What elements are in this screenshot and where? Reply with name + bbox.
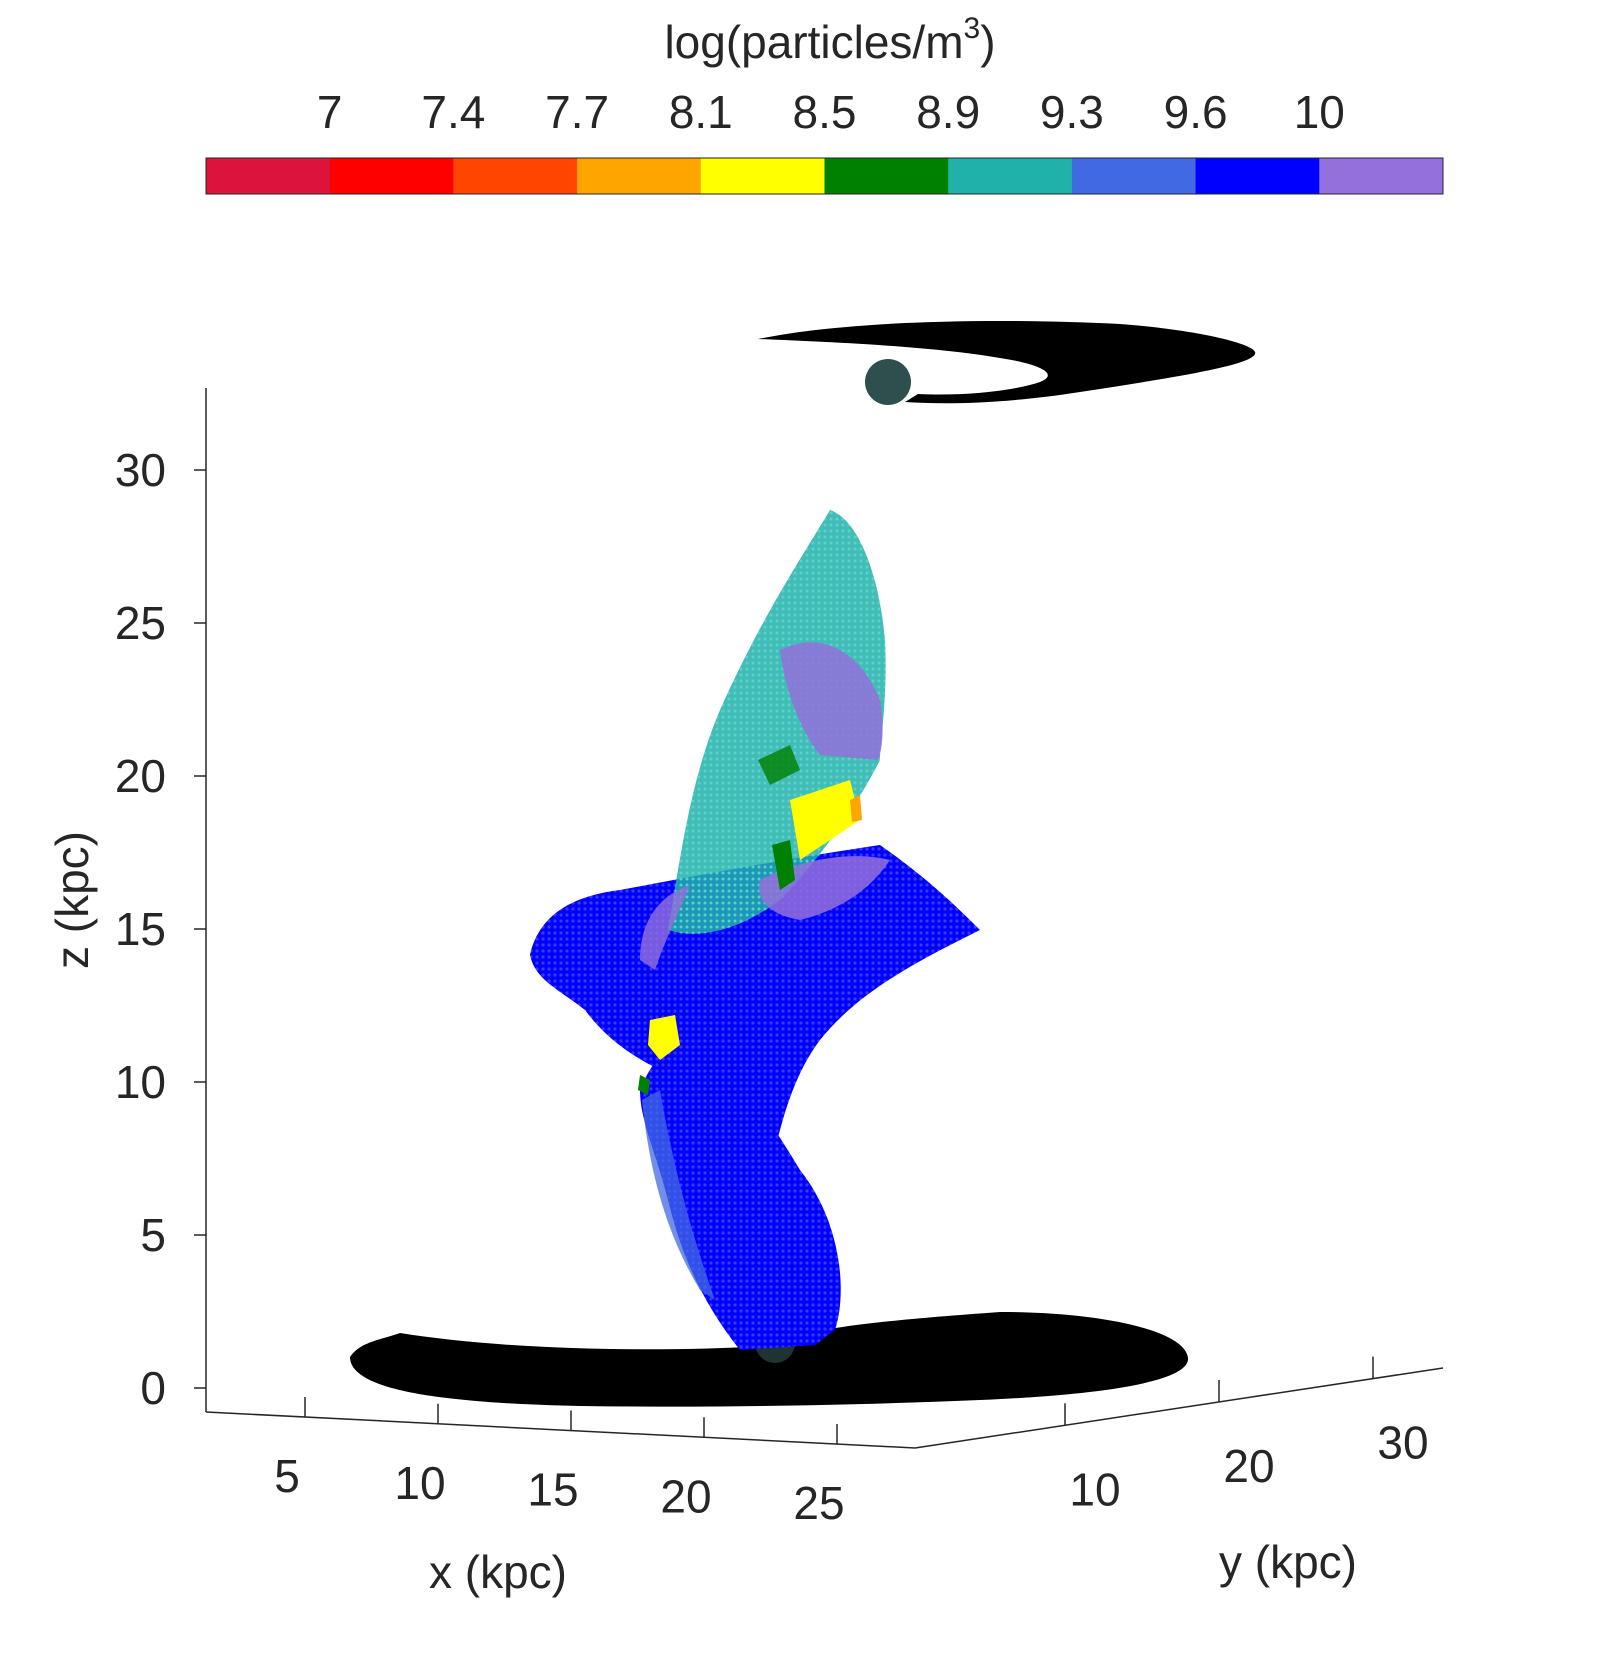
stream-lower-tail-royal xyxy=(642,1090,715,1300)
colorbar-swatch xyxy=(1319,158,1444,194)
colorbar-swatch xyxy=(1195,158,1320,194)
top-disk-spiral xyxy=(758,320,1256,404)
stream-orange xyxy=(850,795,862,822)
particle-stream xyxy=(530,510,980,1350)
colorbar-tick-label: 8.9 xyxy=(916,86,980,138)
stream-green-lower xyxy=(638,1075,650,1095)
colorbar: log(particles/m3) 7 7.4 7.7 8.1 8.5 8.9 9.3 9.6… xyxy=(205,12,1444,195)
colorbar-tick-label: 8.5 xyxy=(793,86,857,138)
z-tick-label: 30 xyxy=(115,444,166,496)
colorbar-tick-label: 8.1 xyxy=(669,86,733,138)
colorbar-swatch xyxy=(700,158,825,194)
colorbar-tick-label: 7 xyxy=(317,86,343,138)
z-tick-label: 15 xyxy=(115,903,166,955)
stream-yellow-upper xyxy=(790,780,860,860)
z-tick-labels: 0 5 10 15 20 25 30 xyxy=(115,444,206,1414)
x-tick-label: 5 xyxy=(274,1450,300,1502)
x-tick-label: 25 xyxy=(793,1477,844,1529)
top-disk xyxy=(758,320,1256,405)
y-tick-labels: 10 20 30 xyxy=(1064,1356,1429,1515)
stream-green-middle xyxy=(772,840,795,890)
z-tick-label: 10 xyxy=(115,1056,166,1108)
stream-purple-left xyxy=(640,885,690,970)
x-tick-labels: 5 10 15 20 25 xyxy=(274,1397,845,1529)
axes xyxy=(205,388,1444,1449)
colorbar-tick-label: 10 xyxy=(1294,86,1345,138)
x-tick-label: 15 xyxy=(527,1464,578,1516)
colorbar-tick-label: 7.4 xyxy=(421,86,485,138)
z-tick-label: 25 xyxy=(115,597,166,649)
stream-lower-tail xyxy=(640,1027,841,1350)
colorbar-swatch xyxy=(577,158,702,194)
stream-yellow-lower xyxy=(648,1015,680,1060)
colorbar-swatch xyxy=(948,158,1073,194)
colorbar-swatch xyxy=(453,158,578,194)
z-tick-label: 20 xyxy=(115,750,166,802)
colorbar-swatch xyxy=(206,158,331,194)
z-tick-label: 0 xyxy=(140,1362,166,1414)
colorbar-tick-labels: 7 7.4 7.7 8.1 8.5 8.9 9.3 9.6 10 xyxy=(317,86,1345,138)
x-tick-label: 20 xyxy=(660,1470,711,1522)
colorbar-tick-label: 9.6 xyxy=(1164,86,1228,138)
stream-green-upper xyxy=(758,745,800,785)
x-axis-label: x (kpc) xyxy=(429,1546,567,1598)
y-tick-label: 30 xyxy=(1377,1417,1428,1469)
stream-middle-sheet xyxy=(530,845,980,1170)
z-axis-label: z (kpc) xyxy=(46,831,98,969)
top-galaxy-center xyxy=(865,359,911,405)
colorbar-swatch xyxy=(824,158,949,194)
stream-purple-upper xyxy=(780,642,883,760)
colorbar-swatch xyxy=(1071,158,1197,194)
colorbar-tick-label: 7.7 xyxy=(545,86,609,138)
y-axis-label: y (kpc) xyxy=(1219,1536,1357,1588)
z-tick-label: 5 xyxy=(140,1209,166,1261)
x-tick-label: 10 xyxy=(394,1457,445,1509)
x-axis-line xyxy=(205,1411,916,1449)
y-axis-line xyxy=(914,1367,1444,1449)
colorbar-label: log(particles/m3) xyxy=(664,12,995,68)
colorbar-tick-label: 9.3 xyxy=(1040,86,1104,138)
y-tick-label: 10 xyxy=(1069,1463,1120,1515)
y-tick-label: 20 xyxy=(1223,1440,1274,1492)
colorbar-frame xyxy=(205,157,1444,195)
colorbar-swatch xyxy=(329,158,454,194)
colorbar-swatches xyxy=(206,158,1444,194)
